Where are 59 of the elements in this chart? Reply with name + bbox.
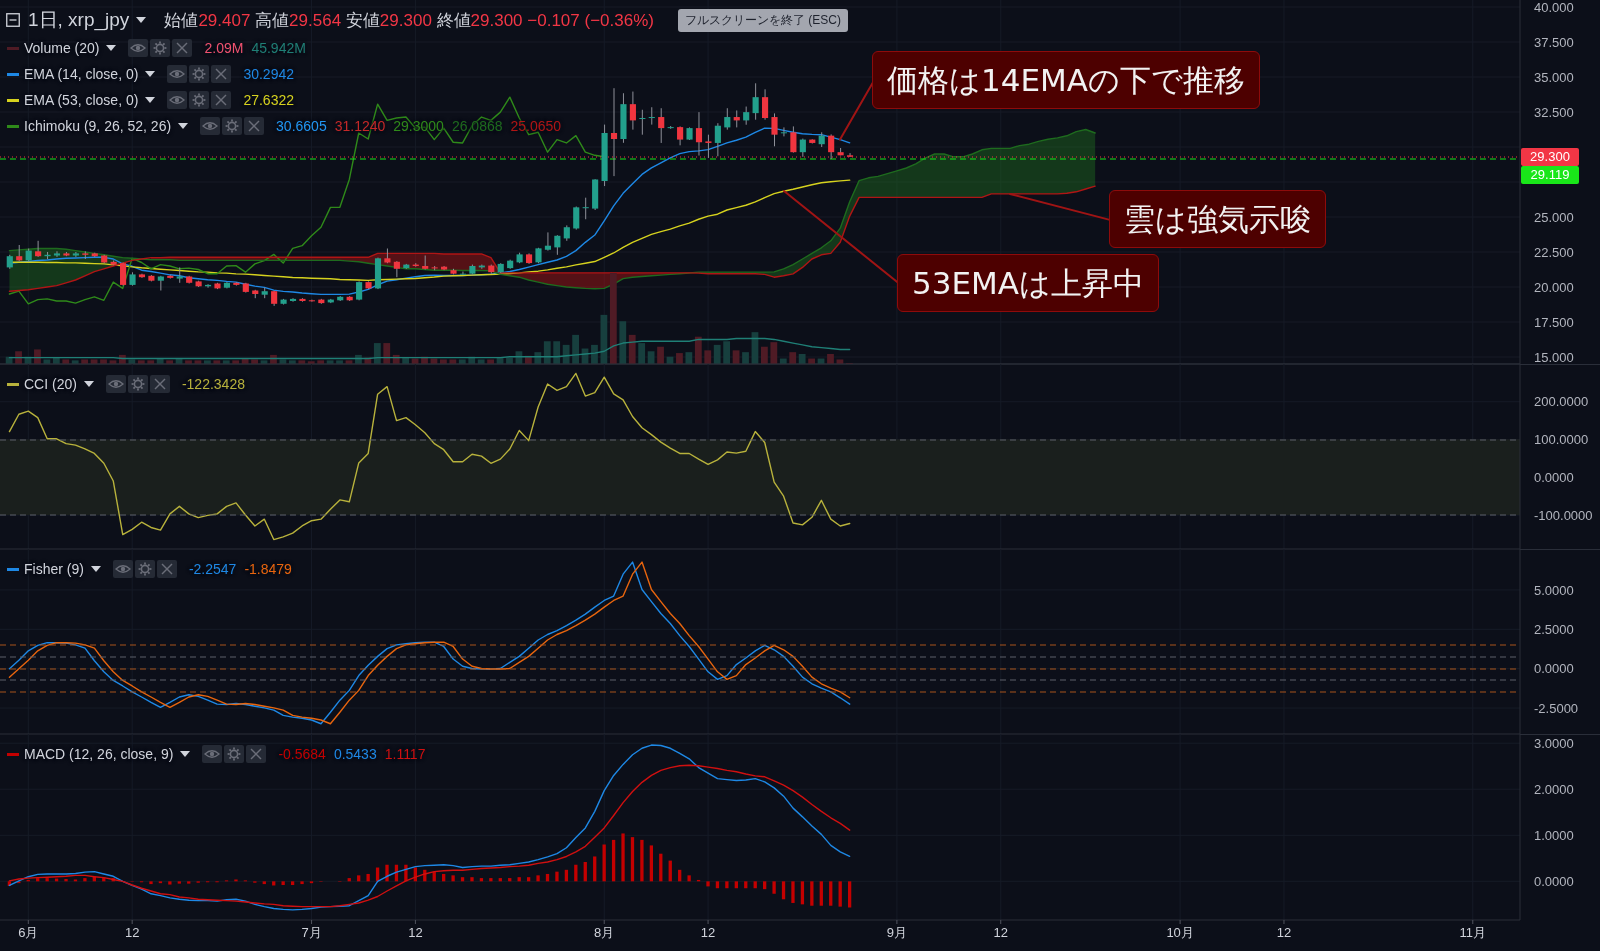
y-tick-label: 100.0000 [1534,432,1589,448]
annotation: 雲は強気示唆 [1109,190,1326,248]
annotation: 1.1117 [384,746,426,762]
y-tick-label: 20.000 [1534,279,1574,295]
annotation: 31.1240 [334,118,386,134]
x-tick-label: 7月 [301,925,322,941]
annotation: 53EMAは上昇中 [897,254,1159,312]
annotation: -122.3428 [181,376,245,392]
y-tick-label: 35.000 [1534,69,1574,85]
x-tick-label: 12 [124,925,140,941]
annotation: 45.942M [251,40,306,56]
annotation: 価格は14EMAの下で推移 [872,51,1260,109]
y-tick-label: 17.500 [1534,314,1574,330]
annotation: 30.2942 [243,66,294,82]
y-tick-label: 1.0000 [1534,827,1574,843]
y-tick-label: 0.0000 [1534,661,1574,677]
y-tick-label: -100.0000 [1534,507,1593,523]
ref-line-label: 29.300 [1521,147,1579,166]
y-tick-label: 5.0000 [1534,582,1574,598]
legend-label: MACD (12, 26, close, 9) [24,746,174,762]
ref-line-label: 29.119 [1521,165,1579,184]
legend-label: EMA (53, close, 0) [24,92,139,108]
legend-label: Fisher (9) [24,561,84,577]
x-tick-label: 11月 [1459,925,1487,941]
y-tick-label: 0.0000 [1534,873,1574,889]
annotation: -2.2547 [188,561,237,577]
annotation: 30.6605 [276,118,327,134]
y-tick-label: 32.500 [1534,104,1574,120]
y-tick-label: 37.500 [1534,34,1574,50]
x-tick-label: 6月 [18,925,39,941]
legend-label: Volume (20) [24,40,100,56]
text: 1日, xrp_jpy [28,8,130,33]
x-tick-label: 12 [700,925,716,941]
annotation: 27.6322 [243,92,294,108]
legend-label: Ichimoku (9, 26, 52, 26) [24,118,172,134]
annotation: 0.5433 [333,746,377,762]
annotation: フルスクリーンを終了 (ESC) [677,8,848,32]
y-tick-label: -2.5000 [1534,700,1579,716]
y-tick-label: 2.0000 [1534,781,1574,797]
annotation: -1.8479 [244,561,292,577]
text: 始値29.407 高値29.564 安値29.300 終値29.300 −0.107 (−0.36%) [164,10,654,30]
y-tick-label: 3.0000 [1534,735,1574,751]
y-tick-label: 200.0000 [1534,394,1589,410]
y-tick-label: 15.000 [1534,349,1574,365]
legend-label: EMA (14, close, 0) [24,66,139,82]
x-tick-label: 12 [408,925,423,941]
x-tick-label: 9月 [886,925,908,941]
y-tick-label: 2.5000 [1534,621,1574,637]
x-tick-label: 12 [993,925,1008,941]
x-tick-label: 10月 [1166,925,1194,941]
annotation: 2.09M [204,40,244,56]
y-tick-label: 22.500 [1534,244,1574,260]
x-tick-label: 12 [1276,925,1292,941]
y-tick-label: 25.000 [1534,209,1574,225]
x-tick-label: 8月 [594,925,615,941]
y-tick-label: 0.0000 [1534,469,1574,485]
y-tick-label: 40.000 [1534,0,1574,15]
annotation: -0.5684 [278,746,326,762]
legend-label: CCI (20) [24,376,77,392]
